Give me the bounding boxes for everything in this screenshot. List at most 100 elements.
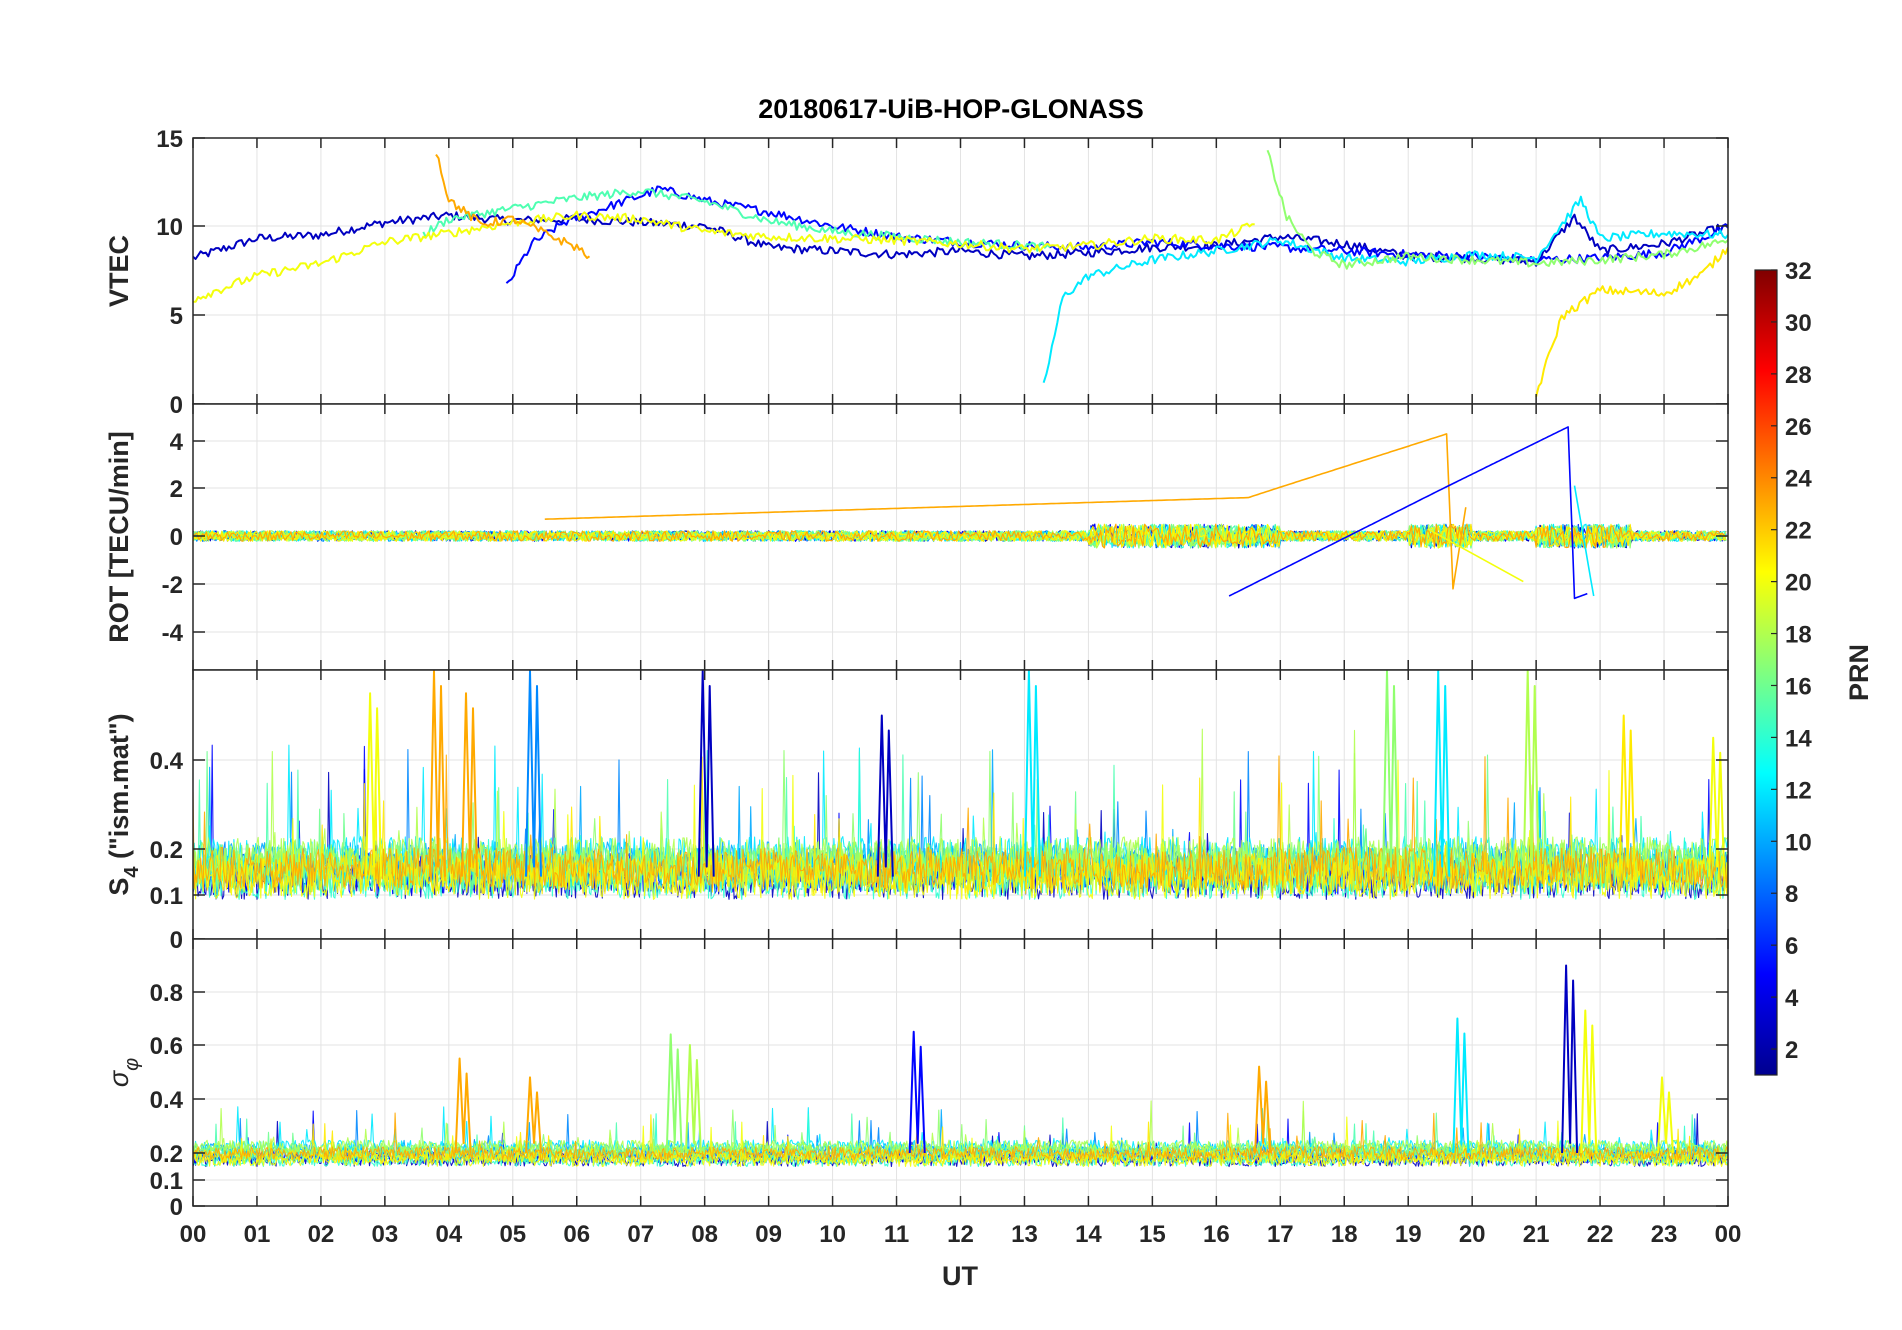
- x-tick-label: 00: [1715, 1221, 1742, 1248]
- peak-prn-3: [697, 670, 715, 877]
- x-tick-label: 15: [1139, 1221, 1166, 1248]
- x-tick-label: 20: [1459, 1221, 1486, 1248]
- x-tick-label: 00: [180, 1221, 207, 1248]
- colorbar-tick-label: 2: [1785, 1037, 1798, 1064]
- peak-prn-18: [1522, 670, 1540, 877]
- x-tick-label: 05: [499, 1221, 526, 1248]
- y-tick-label: 15: [156, 126, 183, 153]
- x-tick-label: 08: [691, 1221, 718, 1248]
- y-tick-label: 0.1: [150, 883, 183, 910]
- y-tick-label: 0.4: [150, 1087, 184, 1114]
- colorbar-tick-label: 28: [1785, 362, 1812, 389]
- x-tick-label: 22: [1587, 1221, 1614, 1248]
- peak-prn-20: [1657, 1076, 1674, 1154]
- peak-prn-17: [1382, 670, 1399, 877]
- y-tick-label: 0.1: [150, 1168, 183, 1195]
- peak-prn-12: [1023, 670, 1041, 877]
- x-tick-label: 01: [244, 1221, 271, 1248]
- colorbar-tick-label: 18: [1785, 622, 1812, 649]
- series-prn-23: [544, 433, 1467, 590]
- peak-prn-23: [429, 670, 446, 877]
- y-axis-label: VTEC: [104, 235, 134, 307]
- y-tick-label: 0.6: [150, 1033, 183, 1060]
- series-prn-23: [193, 754, 1728, 890]
- series-prn-23: [193, 1112, 1728, 1161]
- x-tick-label: 14: [1075, 1221, 1102, 1248]
- colorbar-tick-label: 32: [1785, 258, 1812, 285]
- colorbar-tick-label: 10: [1785, 829, 1812, 856]
- y-tick-label: 0: [170, 927, 183, 954]
- colorbar-tick-label: 30: [1785, 310, 1812, 337]
- series-prn-12: [1573, 485, 1595, 597]
- series-group: [193, 426, 1727, 600]
- series-group: [193, 964, 1728, 1168]
- series-prn-23: [435, 154, 591, 259]
- y-tick-label: 4: [170, 429, 184, 456]
- peak-prn-18: [684, 1044, 702, 1154]
- colorbar-tick-label: 12: [1785, 777, 1812, 804]
- colorbar-tick-label: 6: [1785, 933, 1798, 960]
- peak-prn-3: [1561, 964, 1579, 1154]
- y-axis-label: S4 ("ism.mat"): [104, 713, 143, 895]
- x-tick-label: 16: [1203, 1221, 1230, 1248]
- peak-prn-5: [908, 1030, 926, 1154]
- chart-title: 20180617-UiB-HOP-GLONASS: [758, 94, 1144, 124]
- series-prn-21: [1535, 247, 1728, 398]
- y-tick-label: 0.8: [150, 980, 183, 1007]
- colorbar-tick-label: 22: [1785, 518, 1812, 545]
- colorbar-label: PRN: [1844, 644, 1874, 701]
- colorbar-gradient: [1754, 269, 1778, 1076]
- y-axis-label: ROT [TECU/min]: [104, 431, 134, 642]
- colorbar-tick-label: 20: [1785, 570, 1812, 597]
- x-tick-label: 13: [1011, 1221, 1038, 1248]
- x-tick-label: 03: [372, 1221, 399, 1248]
- panel-rot: -4 -2 0 2 4 ROT [TECU/min]: [104, 403, 1729, 671]
- peak-prn-21: [1618, 714, 1636, 877]
- series-group: [193, 149, 1728, 398]
- panel-s4: 0 0.1 0.2 0.4 S4 ("ism.mat"): [104, 669, 1729, 954]
- panel-sigma_phi: 00.10.2 0.4 0.6 0.8 σφ: [104, 938, 1729, 1221]
- y-tick-label: 0.4: [150, 748, 184, 775]
- x-tick-label: 04: [435, 1221, 462, 1248]
- tick-marks: [192, 404, 1729, 670]
- x-tick-label: 18: [1331, 1221, 1358, 1248]
- series-group: [193, 670, 1728, 900]
- x-tick-label: 11: [884, 1221, 909, 1248]
- peak-prn-20: [365, 692, 383, 877]
- x-axis-label: UT: [942, 1261, 978, 1291]
- colorbar-tick-label: 16: [1785, 673, 1812, 700]
- y-axis-label: σφ: [104, 1058, 143, 1087]
- x-tick-label: 10: [819, 1221, 846, 1248]
- x-tick-label: 12: [947, 1221, 974, 1248]
- colorbar-tick-label: 26: [1785, 414, 1812, 441]
- colorbar-tick-label: 14: [1785, 725, 1812, 752]
- x-tick-label: 21: [1523, 1221, 1550, 1248]
- colorbar-tick-label: 24: [1785, 466, 1812, 493]
- y-tick-label: 5: [170, 303, 183, 330]
- y-tick-label: -2: [162, 572, 183, 599]
- series-prn-5: [1228, 426, 1588, 600]
- peak-prn-20: [1580, 1009, 1598, 1154]
- y-tick-label: 10: [156, 214, 183, 241]
- series-prn-23: [193, 523, 1727, 549]
- peak-prn-3: [876, 714, 894, 877]
- series-prn-20: [1427, 528, 1524, 583]
- series-prn-17: [1266, 149, 1728, 270]
- y-tick-label: 0: [170, 392, 183, 419]
- series-prn-12: [1042, 195, 1728, 384]
- y-tick-label: 0: [170, 524, 183, 551]
- peak-prn-12: [1433, 670, 1451, 877]
- x-tick-label: 17: [1267, 1221, 1294, 1248]
- series-prn-21: [193, 756, 1728, 895]
- peak-prn-17: [665, 1033, 683, 1154]
- x-tick-label: 19: [1395, 1221, 1422, 1248]
- x-tick-labels: 00 01 02 03 04 05 06 07 08 09 10 11 12 13 14 15 16 17 18 19…: [180, 1221, 1742, 1248]
- x-tick-label: 23: [1651, 1221, 1678, 1248]
- series-prn-21: [193, 523, 1727, 549]
- peak-prn-23: [525, 1076, 542, 1154]
- series-prn-21: [193, 1114, 1728, 1164]
- y-tick-label: 0.2: [150, 1141, 183, 1168]
